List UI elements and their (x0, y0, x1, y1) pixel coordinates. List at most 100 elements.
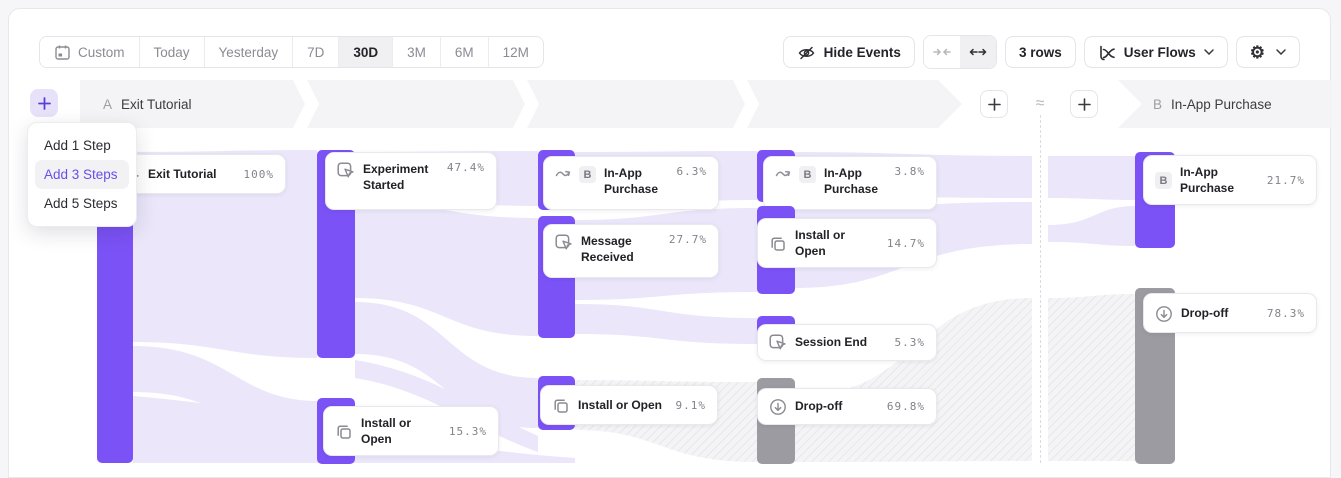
node-label: Install or Open (578, 397, 663, 412)
hide-events-label: Hide Events (823, 44, 901, 60)
node-label: Experiment Started (363, 162, 429, 193)
node-card-in-app-purchase[interactable]: B In-App Purchase 6.3% (543, 156, 719, 210)
step-b-badge: B (1155, 172, 1172, 190)
step-header-bands (80, 80, 1332, 128)
node-label: Session End (795, 335, 868, 350)
rows-label: 3 rows (1018, 44, 1062, 60)
chevron-down-icon (1204, 49, 1214, 55)
node-value: 21.7% (1266, 173, 1305, 187)
node-value: 15.3% (448, 424, 487, 438)
toolbar-right-cluster: Hide Events 3 rows (782, 35, 1300, 69)
pointer-square-icon (555, 234, 573, 252)
step-a-label: Exit Tutorial (121, 96, 192, 112)
user-flows-chart-icon (1098, 44, 1116, 62)
collapse-columns-icon[interactable] (923, 36, 960, 68)
date-range-custom[interactable]: Custom (40, 37, 140, 67)
add-step-button-before-b[interactable] (1070, 90, 1098, 118)
expand-columns-icon[interactable] (959, 36, 996, 68)
node-card-message-received[interactable]: Message Received 27.7% (543, 224, 719, 278)
drop-off-icon (769, 398, 787, 416)
node-label: Drop-off (1181, 305, 1229, 320)
toolbar: Custom Today Yesterday 7D 30D 3M 6M 12M Hide Ev… (39, 35, 1300, 69)
date-range-label: 6M (454, 44, 474, 60)
indirect-arrow-icon (555, 166, 571, 180)
date-range-12m[interactable]: 12M (488, 37, 543, 67)
overlap-squares-icon (335, 423, 353, 441)
node-value: 5.3% (894, 336, 925, 349)
node-value: 69.8% (886, 400, 925, 413)
date-range-label: Custom (78, 44, 125, 60)
step-b-band[interactable] (1118, 80, 1332, 128)
node-label: Install or Open (361, 416, 412, 447)
node-card-session-end[interactable]: Session End 5.3% (757, 324, 937, 361)
chart-type-label: User Flows (1123, 44, 1196, 60)
rows-button[interactable]: 3 rows (1004, 36, 1076, 68)
date-range-6m[interactable]: 6M (440, 37, 489, 67)
flow-chart-stage: A Exit Tutorial B In-App Purchase ≈ Exit… (27, 80, 1332, 464)
plus-icon (987, 97, 1001, 111)
date-range-label: Today (153, 44, 190, 60)
date-range-selector: Custom Today Yesterday 7D 30D 3M 6M 12M (39, 36, 544, 68)
pointer-square-icon (769, 334, 787, 352)
node-card-in-app-purchase[interactable]: B In-App Purchase 21.7% (1143, 155, 1317, 206)
step-a-letter: A (103, 96, 113, 112)
node-value: 47.4% (446, 161, 485, 174)
chevron-down-icon (1276, 49, 1286, 55)
node-value: 9.1% (675, 398, 706, 412)
node-label: Message Received (581, 234, 634, 265)
section-divider (1040, 95, 1041, 463)
eye-slash-icon (797, 44, 816, 62)
node-label: In-App Purchase (1180, 165, 1235, 196)
step-b-badge: B (579, 166, 596, 183)
step-b-header: B In-App Purchase (1153, 80, 1272, 128)
date-range-label: 3M (407, 44, 426, 60)
date-range-label: Yesterday (218, 44, 279, 60)
gear-icon: ⚙ (1249, 42, 1265, 62)
date-range-label: 12M (502, 44, 529, 60)
add-step-button-left[interactable] (30, 89, 58, 117)
node-label: In-App Purchase (824, 166, 879, 197)
menu-item-add-5-steps[interactable]: Add 5 Steps (44, 196, 118, 211)
node-value: 27.7% (668, 233, 707, 246)
node-card-install-or-open[interactable]: Install or Open 9.1% (540, 385, 718, 425)
drop-off-icon (1155, 305, 1173, 323)
date-range-label: 7D (307, 44, 325, 60)
plus-icon (1077, 97, 1091, 111)
step-b-label: In-App Purchase (1171, 96, 1272, 112)
node-card-drop-off[interactable]: Drop-off 78.3% (1143, 293, 1317, 333)
node-card-install-or-open[interactable]: Install or Open 14.7% (757, 218, 937, 269)
node-card-drop-off[interactable]: Drop-off 69.8% (757, 388, 937, 425)
step-b-letter: B (1153, 96, 1163, 112)
pointer-square-icon (337, 162, 355, 180)
node-value: 6.3% (676, 165, 707, 178)
date-range-30d[interactable]: 30D (339, 37, 394, 67)
step-a-header: A Exit Tutorial (103, 80, 192, 128)
collapse-expand-toggle (922, 35, 997, 69)
settings-dropdown[interactable]: ⚙ (1235, 36, 1300, 68)
hide-events-button[interactable]: Hide Events (782, 36, 915, 68)
menu-item-add-1-step[interactable]: Add 1 Step (44, 138, 111, 153)
plus-icon (37, 96, 51, 110)
date-range-7d[interactable]: 7D (293, 37, 340, 67)
menu-item-add-3-steps[interactable]: Add 3 Steps (35, 160, 129, 189)
node-card-in-app-purchase[interactable]: B In-App Purchase 3.8% (763, 156, 937, 210)
node-card-experiment-started[interactable]: Experiment Started 47.4% (325, 152, 497, 210)
indirect-arrow-icon (775, 166, 791, 180)
node-label: In-App Purchase (604, 166, 659, 197)
node-label: Exit Tutorial (148, 166, 217, 181)
date-range-label: 30D (353, 44, 379, 60)
date-range-3m[interactable]: 3M (393, 37, 441, 67)
date-range-yesterday[interactable]: Yesterday (204, 37, 294, 67)
node-label: Install or Open (795, 228, 846, 259)
node-card-install-or-open[interactable]: Install or Open 15.3% (323, 406, 499, 457)
add-step-menu: Add 1 Step Add 3 Steps Add 5 Steps (27, 122, 137, 227)
calendar-icon (54, 44, 71, 61)
overlap-squares-icon (769, 235, 787, 253)
add-step-button-after-a[interactable] (980, 90, 1008, 118)
node-value: 100% (243, 167, 274, 181)
overlap-squares-icon (552, 397, 570, 415)
approx-gap-symbol: ≈ (1028, 95, 1052, 113)
node-value: 78.3% (1266, 306, 1305, 320)
date-range-today[interactable]: Today (139, 37, 205, 67)
chart-type-dropdown[interactable]: User Flows (1083, 36, 1228, 68)
